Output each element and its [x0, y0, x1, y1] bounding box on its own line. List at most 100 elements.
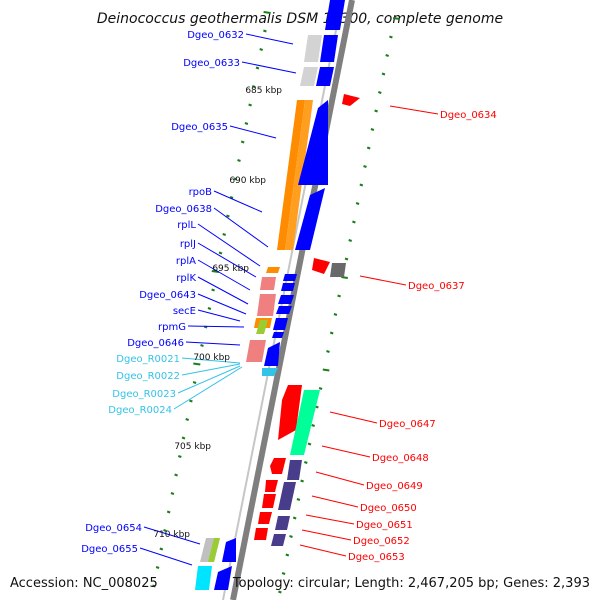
leader-line: [173, 366, 243, 410]
tick-mark: [189, 399, 193, 403]
gene-label-dgeo-0638[interactable]: Dgeo_0638: [155, 204, 212, 215]
cds-dgeo-0635-orange-b[interactable]: [285, 100, 313, 250]
gene-label-dgeo-0650[interactable]: Dgeo_0650: [360, 503, 417, 514]
gene-label-dgeo-0646[interactable]: Dgeo_0646: [127, 338, 184, 349]
gene-label-dgeo-0653[interactable]: Dgeo_0653: [348, 552, 405, 563]
cds-rpla-pink[interactable]: [257, 294, 276, 316]
cds-dgeo-0655-cyan[interactable]: [195, 566, 212, 590]
gene-label-dgeo-0648[interactable]: Dgeo_0648: [372, 453, 429, 464]
cds-dgeo-0635-orange-a[interactable]: [277, 100, 305, 250]
label-leader-lines: [139, 33, 439, 566]
cds-reverse-dgeo-0649[interactable]: [265, 480, 278, 492]
gene-label-dgeo-0632[interactable]: Dgeo_0632: [187, 30, 244, 41]
leader-line: [301, 529, 352, 541]
tick-mark: [366, 146, 371, 150]
cds-forward-rpla[interactable]: [278, 295, 294, 304]
cds-dgeo-0646-pink[interactable]: [246, 340, 266, 362]
gene-label-dgeo-0643[interactable]: Dgeo_0643: [139, 290, 196, 301]
leader-line: [229, 125, 277, 139]
tick-mark: [370, 128, 375, 131]
cds-dgeo-0650-slate[interactable]: [278, 482, 296, 510]
gene-label-rpmg[interactable]: rpmG: [158, 322, 186, 333]
cds-reverse-dgeo-0651[interactable]: [258, 512, 272, 524]
cds-reverse-dgeo-0634[interactable]: [342, 94, 360, 106]
cds-rplj-pink[interactable]: [260, 277, 276, 290]
cds-dgeo-0654-green[interactable]: [208, 538, 220, 562]
leader-line: [305, 514, 355, 525]
cds-reverse-dgeo-0648[interactable]: [270, 458, 286, 474]
tick-mark: [311, 424, 316, 427]
tick-mark: [363, 165, 367, 168]
gene-label-dgeo-0633[interactable]: Dgeo_0633: [183, 58, 240, 69]
gene-label-dgeo-0647[interactable]: Dgeo_0647: [379, 419, 436, 430]
cds-rpll-orange[interactable]: [266, 267, 280, 273]
leader-line: [241, 61, 297, 74]
cds-dgeo-0649-slate[interactable]: [287, 460, 302, 480]
cds-forward-dgeo-0635[interactable]: [298, 100, 328, 185]
tick-mark: [255, 66, 260, 70]
tick-mark: [177, 455, 182, 458]
tick-mark: [222, 233, 227, 236]
gene-label-dgeo-0637[interactable]: Dgeo_0637: [408, 281, 465, 292]
cds-reverse-dgeo-0647[interactable]: [278, 385, 302, 440]
cds-forward-rplk[interactable]: [276, 306, 292, 314]
tick-mark: [337, 294, 341, 298]
gene-label-sece[interactable]: secE: [173, 306, 196, 317]
leader-line: [245, 33, 294, 45]
cds-forward-0632b[interactable]: [320, 35, 338, 62]
gene-label-dgeo-0654[interactable]: Dgeo_0654: [85, 523, 142, 534]
cds-forward-dgeo-0643[interactable]: [273, 318, 288, 330]
cds-reverse-dgeo-0650[interactable]: [262, 494, 276, 508]
tick-mark: [318, 387, 323, 390]
gene-label-rpla[interactable]: rplA: [176, 256, 196, 267]
cds-secE-green[interactable]: [256, 320, 268, 334]
gene-label-dgeo-r0021[interactable]: Dgeo_R0021: [116, 354, 180, 365]
gene-label-dgeo-r0022[interactable]: Dgeo_R0022: [116, 371, 180, 382]
cds-reverse-dgeo-0637[interactable]: [312, 258, 330, 274]
tick-mark: [240, 140, 245, 144]
right-gene-labels: Dgeo_0634 Dgeo_0637 Dgeo_0647 Dgeo_0648 Dgeo…: [348, 110, 497, 563]
kbp-label-705: 705 kbp: [174, 442, 211, 452]
gene-label-rpll[interactable]: rplL: [177, 220, 196, 231]
gene-label-rpob[interactable]: rpoB: [189, 187, 213, 198]
gene-block-0637[interactable]: [330, 263, 346, 277]
gene-block-0632[interactable]: [304, 35, 322, 62]
kbp-label-695: 695 kbp: [212, 264, 249, 274]
gene-block-0633[interactable]: [300, 67, 318, 86]
gene-label-dgeo-0655[interactable]: Dgeo_0655: [81, 544, 138, 555]
tick-mark: [229, 196, 234, 199]
cds-forward-rpll[interactable]: [283, 274, 297, 281]
cds-forward-rpob[interactable]: [295, 188, 325, 250]
cds-forward-dgeo-0655[interactable]: [214, 566, 232, 590]
gene-label-dgeo-0651[interactable]: Dgeo_0651: [356, 520, 413, 531]
gene-label-dgeo-r0024[interactable]: Dgeo_R0024: [108, 405, 172, 416]
cds-dgeo-0647-teal[interactable]: [290, 390, 320, 455]
gene-label-rplk[interactable]: rplK: [176, 273, 196, 284]
gene-label-dgeo-0635[interactable]: Dgeo_0635: [171, 122, 228, 133]
tick-mark: [359, 183, 364, 187]
cds-dgeo-0653-slate[interactable]: [271, 534, 286, 546]
gene-label-dgeo-0652[interactable]: Dgeo_0652: [353, 536, 410, 547]
tick-mark: [226, 214, 230, 218]
rna-dgeo-r0021[interactable]: [262, 368, 278, 376]
tick-marks-outer: [278, 17, 400, 594]
cds-forward-rplj[interactable]: [281, 283, 295, 291]
tick-mark: [389, 35, 393, 39]
cds-reverse-dgeo-0652[interactable]: [254, 528, 268, 540]
tick-mark: [218, 251, 223, 255]
cds-forward-dgeo-0633[interactable]: [316, 67, 334, 86]
tick-mark: [263, 29, 267, 33]
tick-mark: [344, 257, 349, 261]
leader-line: [197, 276, 249, 305]
leader-line: [177, 365, 241, 394]
gene-label-dgeo-0634[interactable]: Dgeo_0634: [440, 110, 497, 121]
cds-forward-dgeo-0654[interactable]: [222, 538, 236, 562]
cds-forward-dgeo-0632[interactable]: [325, 0, 345, 30]
cds-forward-secE[interactable]: [272, 332, 284, 338]
gene-label-rplj[interactable]: rplJ: [180, 239, 196, 250]
cds-dgeo-0652-slate[interactable]: [275, 516, 290, 530]
tick-mark: [278, 590, 282, 594]
gene-label-dgeo-0649[interactable]: Dgeo_0649: [366, 481, 423, 492]
gene-label-dgeo-r0023[interactable]: Dgeo_R0023: [112, 389, 176, 400]
cds-forward-dgeo-0646[interactable]: [264, 342, 280, 366]
